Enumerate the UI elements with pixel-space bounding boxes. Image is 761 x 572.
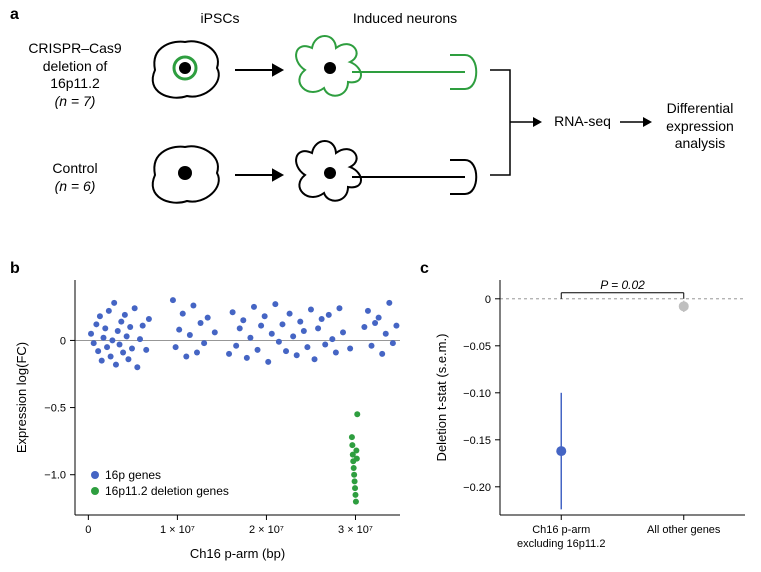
panel-label-c: c xyxy=(420,260,429,278)
panel-a-diagram xyxy=(20,10,740,240)
svg-text:1 × 10⁷: 1 × 10⁷ xyxy=(160,524,195,536)
svg-text:3 × 10⁷: 3 × 10⁷ xyxy=(338,524,373,536)
svg-text:−0.05: −0.05 xyxy=(463,341,491,353)
svg-text:Ch16 p-arm: Ch16 p-arm xyxy=(532,524,590,536)
svg-text:Ch16 p-arm (bp): Ch16 p-arm (bp) xyxy=(190,546,285,561)
panel-b-chart: 0 1 × 10⁷ 2 × 10⁷ 3 × 10⁷ 0 −0.5 −1.0 Ch16 p-ar… xyxy=(10,270,410,570)
svg-text:Deletion t-stat (s.e.m.): Deletion t-stat (s.e.m.) xyxy=(434,334,449,462)
svg-text:−0.5: −0.5 xyxy=(44,403,66,415)
panel-c-chart: 0 −0.05 −0.10 −0.15 −0.20 Deletion t-stat (s.… xyxy=(430,270,760,570)
svg-text:excluding 16p11.2: excluding 16p11.2 xyxy=(517,538,605,550)
svg-text:16p genes: 16p genes xyxy=(105,468,161,482)
svg-text:−0.10: −0.10 xyxy=(463,388,491,400)
svg-text:−1.0: −1.0 xyxy=(44,470,66,482)
svg-text:0: 0 xyxy=(85,524,91,536)
svg-text:Expression log(FC): Expression log(FC) xyxy=(14,342,29,453)
panel-a: iPSCs Induced neurons CRISPR–Cas9 deleti… xyxy=(20,10,740,240)
svg-text:All other genes: All other genes xyxy=(647,524,721,536)
svg-text:16p11.2 deletion genes: 16p11.2 deletion genes xyxy=(105,484,229,498)
diff-expr-label: Differential expression analysis xyxy=(655,100,745,153)
svg-text:P = 0.02: P = 0.02 xyxy=(600,278,645,292)
svg-text:0: 0 xyxy=(60,335,66,347)
svg-text:−0.20: −0.20 xyxy=(463,482,491,494)
panel-label-a: a xyxy=(10,6,19,24)
svg-text:0: 0 xyxy=(485,294,491,306)
rnaseq-label: RNA-seq xyxy=(545,113,620,131)
svg-text:2 × 10⁷: 2 × 10⁷ xyxy=(249,524,284,536)
svg-text:−0.15: −0.15 xyxy=(463,435,491,447)
